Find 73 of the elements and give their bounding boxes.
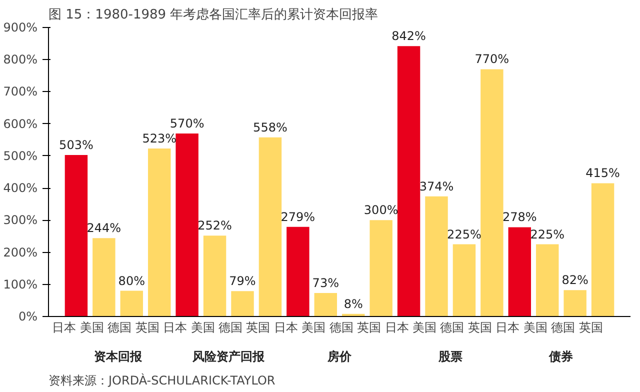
data-label: 244% [86, 221, 122, 236]
text: 资料来源：JORDÀ-SCHULARICK-TAYLOR [48, 372, 276, 388]
data-label: 80% [118, 274, 145, 288]
x-tick-label: 德国 [108, 320, 132, 334]
bar [536, 244, 559, 316]
x-tick-label: 英国 [578, 320, 603, 334]
y-tick-label: 200% [3, 245, 38, 260]
text: 资本回报 [94, 350, 143, 364]
x-tick-label: 日本 [496, 320, 520, 334]
x-tick-label: 日本 [384, 320, 409, 334]
x-tick-label: 日本 [274, 320, 298, 334]
text: 债券 [548, 350, 574, 364]
bar [397, 46, 420, 316]
bar [480, 69, 504, 316]
data-label: 8% [344, 296, 363, 311]
y-tick-label: 700% [3, 84, 38, 99]
bar [452, 244, 476, 316]
data-label: 570% [170, 116, 204, 130]
bar [203, 236, 226, 316]
bar [286, 226, 310, 316]
y-tick-label: 900% [3, 20, 38, 34]
y-tick-label: 600% [3, 116, 38, 131]
x-tick-label: 美国 [80, 320, 104, 334]
bar [564, 290, 586, 316]
data-label: 73% [312, 276, 339, 290]
y-tick-label: 100% [3, 277, 38, 292]
chart-title: 图 15：1980-1989 年考虑各国汇率后的累计资本回报率 [48, 6, 378, 22]
x-tick-label: 英国 [357, 320, 382, 334]
x-tick-label: 美国 [412, 320, 436, 334]
data-label: 279% [280, 210, 316, 224]
data-label: 278% [502, 210, 537, 224]
data-label: 558% [253, 120, 288, 134]
data-label: 503% [59, 138, 94, 152]
bar [120, 290, 144, 316]
bar [231, 291, 254, 316]
x-tick-label: 日本 [163, 320, 188, 334]
x-tick-label: 日本 [52, 320, 76, 334]
bar [425, 196, 448, 316]
x-tick-label: 英国 [135, 320, 160, 334]
data-label: 842% [392, 29, 426, 44]
data-label: 82% [562, 273, 588, 288]
bar [176, 133, 198, 316]
data-label: 374% [419, 179, 454, 194]
text: 股票 [437, 350, 462, 364]
bar [508, 227, 532, 316]
bar [64, 154, 88, 316]
x-tick-label: 美国 [190, 320, 215, 334]
bar [258, 137, 282, 316]
text: 房价 [326, 350, 352, 364]
x-tick-label: 英国 [246, 320, 270, 334]
x-tick-label: 美国 [302, 320, 326, 334]
data-label: 770% [474, 52, 510, 66]
y-tick-label: 0% [18, 310, 38, 324]
x-tick-label: 美国 [523, 320, 548, 334]
data-label: 79% [229, 274, 256, 288]
x-tick-label: 英国 [468, 320, 492, 334]
y-tick-label: 300% [3, 213, 38, 228]
y-tick-label: 800% [3, 52, 38, 67]
x-tick-label: 德国 [440, 320, 464, 334]
bar [92, 238, 116, 316]
text: 风险资产回报 [192, 350, 266, 364]
bar [370, 220, 392, 316]
x-tick-label: 德国 [218, 320, 242, 334]
data-label: 415% [586, 166, 620, 180]
data-label: 225% [530, 227, 565, 242]
x-tick-label: 德国 [551, 320, 576, 334]
bar [314, 293, 338, 316]
y-tick-label: 400% [3, 181, 38, 196]
data-label: 252% [198, 218, 232, 233]
bar [148, 148, 171, 316]
y-tick-label: 500% [3, 148, 38, 163]
x-tick-label: 德国 [329, 320, 354, 334]
bar [591, 183, 614, 316]
